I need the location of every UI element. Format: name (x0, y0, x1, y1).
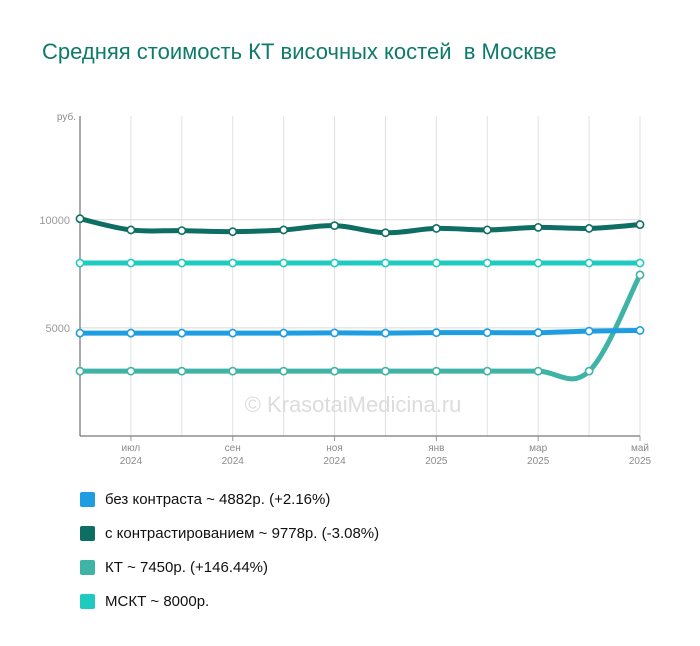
data-point (635, 326, 645, 335)
watermark: © KrasotaiMedicina.ru (245, 392, 462, 417)
data-point (279, 328, 289, 338)
y-axis-unit: руб. (57, 111, 76, 123)
y-tick-label: 10000 (39, 215, 70, 227)
data-point (75, 328, 85, 338)
data-point (482, 366, 492, 376)
legend-swatch (80, 491, 95, 507)
chart-title: Средняя стоимость КТ височных костей в М… (42, 39, 557, 64)
legend-swatch (80, 525, 95, 541)
x-tick-label-year: 2024 (222, 456, 245, 467)
grid (80, 116, 641, 436)
data-point (584, 258, 594, 268)
data-point (75, 258, 85, 268)
legend-label: без контраста ~ 4882р. (+2.16%) (105, 490, 331, 508)
x-tick-label-month: ноя (326, 443, 343, 454)
data-point (330, 328, 339, 338)
x-tick-label-month: сен (225, 443, 241, 454)
data-point (126, 328, 136, 338)
x-tick-label-month: мар (529, 443, 547, 454)
data-point (279, 225, 289, 235)
data-point (584, 326, 594, 336)
legend-swatch (80, 593, 95, 609)
data-point (279, 366, 289, 376)
tick-labels: руб. 5000 10000 июл 2024 сен 2024 ноя 2024 янв 202… (39, 111, 651, 467)
legend-item: МСКТ ~ 8000р. (80, 584, 379, 618)
x-tick-label-year: 2024 (323, 456, 346, 467)
series-line (77, 327, 643, 336)
data-point (228, 227, 238, 237)
data-point (533, 222, 543, 232)
data-point (279, 258, 289, 268)
data-point (635, 258, 645, 268)
data-point (381, 228, 390, 238)
data-point (126, 366, 136, 376)
data-point (533, 258, 543, 268)
data-point (126, 258, 136, 268)
data-point (177, 226, 187, 235)
data-point (228, 258, 238, 268)
legend-label: МСКТ ~ 8000р. (105, 592, 210, 610)
data-point (330, 366, 339, 376)
data-point (228, 366, 238, 376)
x-tick-label-year: 2025 (425, 456, 448, 467)
x-tick-label-year: 2025 (629, 456, 652, 467)
data-point (635, 270, 645, 280)
legend-swatch (80, 559, 95, 575)
series-line (77, 216, 643, 236)
data-point (482, 258, 492, 268)
data-point (431, 224, 441, 233)
x-tick-label-month: янв (428, 443, 444, 454)
data-point (381, 366, 390, 376)
x-tick-label-month: июл (122, 443, 141, 454)
y-tick-label: 5000 (46, 323, 70, 335)
data-point (75, 214, 85, 224)
data-point (584, 224, 594, 233)
data-point (228, 328, 238, 338)
data-point (533, 328, 543, 338)
legend-item: без контраста ~ 4882р. (+2.16%) (80, 482, 379, 516)
legend: без контраста ~ 4882р. (+2.16%) с контрас… (80, 482, 379, 618)
axes (79, 116, 641, 441)
x-tick-label-year: 2024 (120, 456, 143, 467)
data-point (330, 258, 339, 268)
legend-item: КТ ~ 7450р. (+146.44%) (80, 550, 379, 584)
data-point (177, 328, 187, 338)
data-point (533, 366, 543, 376)
data-point (330, 221, 339, 231)
data-point (431, 258, 441, 268)
data-point (482, 225, 492, 235)
data-point (381, 328, 390, 338)
legend-label: КТ ~ 7450р. (+146.44%) (105, 558, 269, 576)
x-tick-label-month: май (631, 443, 649, 454)
series-lines (75, 214, 645, 382)
data-point (75, 366, 85, 376)
data-point (177, 258, 187, 268)
data-point (482, 328, 492, 338)
legend-label: с контрастированием ~ 9778р. (-3.08%) (105, 524, 380, 542)
data-point (431, 328, 441, 338)
data-point (635, 220, 645, 229)
data-point (381, 258, 390, 268)
data-point (431, 366, 441, 376)
data-point (584, 366, 594, 376)
series-line (77, 272, 643, 382)
data-point (177, 366, 187, 376)
data-point (126, 225, 136, 235)
legend-item: с контрастированием ~ 9778р. (-3.08%) (80, 516, 379, 550)
x-tick-label-year: 2025 (527, 456, 550, 467)
